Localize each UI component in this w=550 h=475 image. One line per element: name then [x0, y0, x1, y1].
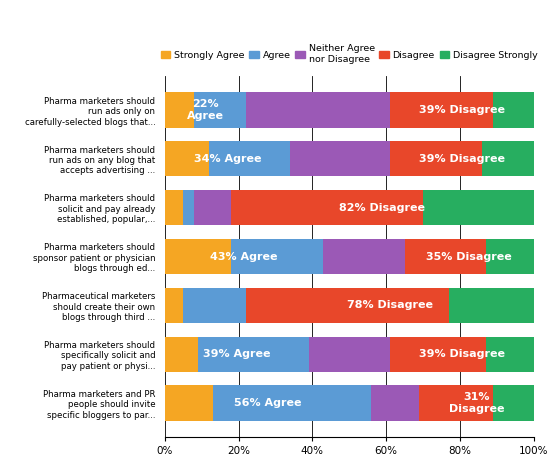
Bar [246, 93, 390, 128]
Bar [195, 190, 232, 225]
Bar [165, 385, 213, 420]
Bar [198, 337, 309, 372]
Bar [165, 288, 184, 323]
Bar [165, 239, 232, 274]
Bar [493, 385, 534, 420]
Bar [323, 239, 405, 274]
Bar [290, 141, 390, 176]
Bar [232, 190, 423, 225]
Legend: Strongly Agree, Agree, Neither Agree
nor Disagree, Disagree, Disagree Strongly: Strongly Agree, Agree, Neither Agree nor… [157, 41, 541, 67]
Text: 39% Disagree: 39% Disagree [419, 105, 505, 115]
Bar [184, 288, 246, 323]
Text: 56% Agree: 56% Agree [234, 398, 302, 408]
Bar [390, 141, 482, 176]
Bar [213, 385, 371, 420]
Bar [371, 385, 419, 420]
Bar [195, 93, 246, 128]
Bar [232, 239, 323, 274]
Bar [493, 93, 534, 128]
Bar [309, 337, 390, 372]
Bar [165, 337, 198, 372]
Bar [404, 239, 486, 274]
Bar [449, 288, 534, 323]
Bar [184, 190, 195, 225]
Bar [165, 141, 209, 176]
Bar [390, 337, 486, 372]
Bar [486, 337, 534, 372]
Bar [486, 239, 534, 274]
Text: 82% Disagree: 82% Disagree [339, 203, 425, 213]
Text: 34% Agree: 34% Agree [194, 154, 261, 164]
Bar [419, 385, 493, 420]
Bar [423, 190, 534, 225]
Bar [165, 93, 195, 128]
Text: 39% Disagree: 39% Disagree [419, 154, 505, 164]
Bar [209, 141, 290, 176]
Text: 39% Disagree: 39% Disagree [419, 349, 505, 359]
Bar [390, 93, 493, 128]
Bar [246, 288, 449, 323]
Text: 43% Agree: 43% Agree [211, 251, 278, 262]
Text: 39% Agree: 39% Agree [203, 349, 271, 359]
Text: 35% Disagree: 35% Disagree [426, 251, 512, 262]
Text: 78% Disagree: 78% Disagree [347, 300, 433, 310]
Text: 31%
Disagree: 31% Disagree [449, 392, 504, 414]
Bar [482, 141, 534, 176]
Text: 22%
Agree: 22% Agree [187, 99, 224, 121]
Bar [165, 190, 184, 225]
